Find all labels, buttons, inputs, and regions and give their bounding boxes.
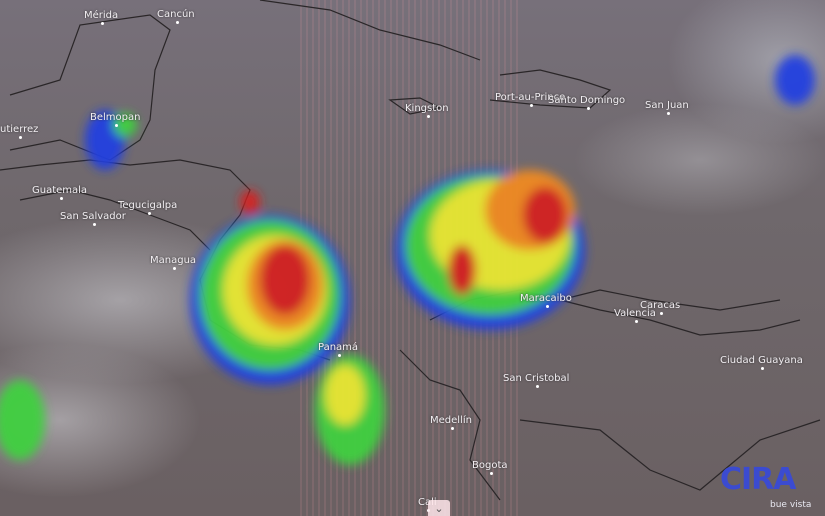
storm-belize-light: [113, 113, 137, 137]
city-label: Kingston: [405, 103, 449, 118]
border-colombia: [399, 349, 501, 501]
storm-honduras: [240, 190, 260, 214]
cira-logo: CIRA: [720, 462, 796, 497]
city-label: Maracaibo: [520, 293, 572, 308]
city-label: Ciudad Guayana: [720, 355, 803, 370]
city-label: Guatemala: [32, 185, 88, 200]
border-cuba: [259, 0, 481, 61]
city-label: utierrez: [0, 124, 39, 139]
city-label: San Cristobal: [503, 373, 570, 388]
storm-south-moderate: [325, 365, 365, 425]
storm-east-intense2: [523, 187, 567, 243]
storm-east-intense1: [448, 245, 476, 295]
city-label: Panamá: [318, 342, 359, 357]
city-label: Cancún: [157, 9, 195, 24]
chevron-down-icon: ⌄: [434, 501, 444, 515]
border-north-venezuela: [559, 289, 781, 311]
city-label: Valencia: [614, 308, 656, 323]
city-label: Medellín: [430, 415, 472, 430]
border-jamaica: [388, 97, 442, 115]
city-label: Santo Domingo: [548, 95, 626, 110]
city-label: Bogota: [472, 460, 508, 475]
city-label: Port-au-Prince: [495, 92, 566, 107]
border-hispaniola: [489, 69, 612, 109]
storm-west-intense: [260, 245, 310, 315]
city-label: Managua: [150, 255, 197, 270]
expand-button[interactable]: ⌄: [428, 500, 450, 516]
logo-subtitle: bue vista: [770, 500, 812, 510]
border-guatemala: [19, 189, 211, 251]
border-south: [519, 419, 821, 491]
city-label: Caracas: [640, 300, 681, 315]
city-label: Belmopan: [90, 112, 141, 127]
city-label: San Juan: [645, 100, 689, 115]
city-label: Mérida: [84, 10, 119, 25]
city-label: Tegucigalpa: [118, 200, 178, 215]
storm-far-west: [0, 380, 45, 460]
city-label: San Salvador: [60, 211, 126, 226]
storm-ne: [775, 55, 815, 105]
